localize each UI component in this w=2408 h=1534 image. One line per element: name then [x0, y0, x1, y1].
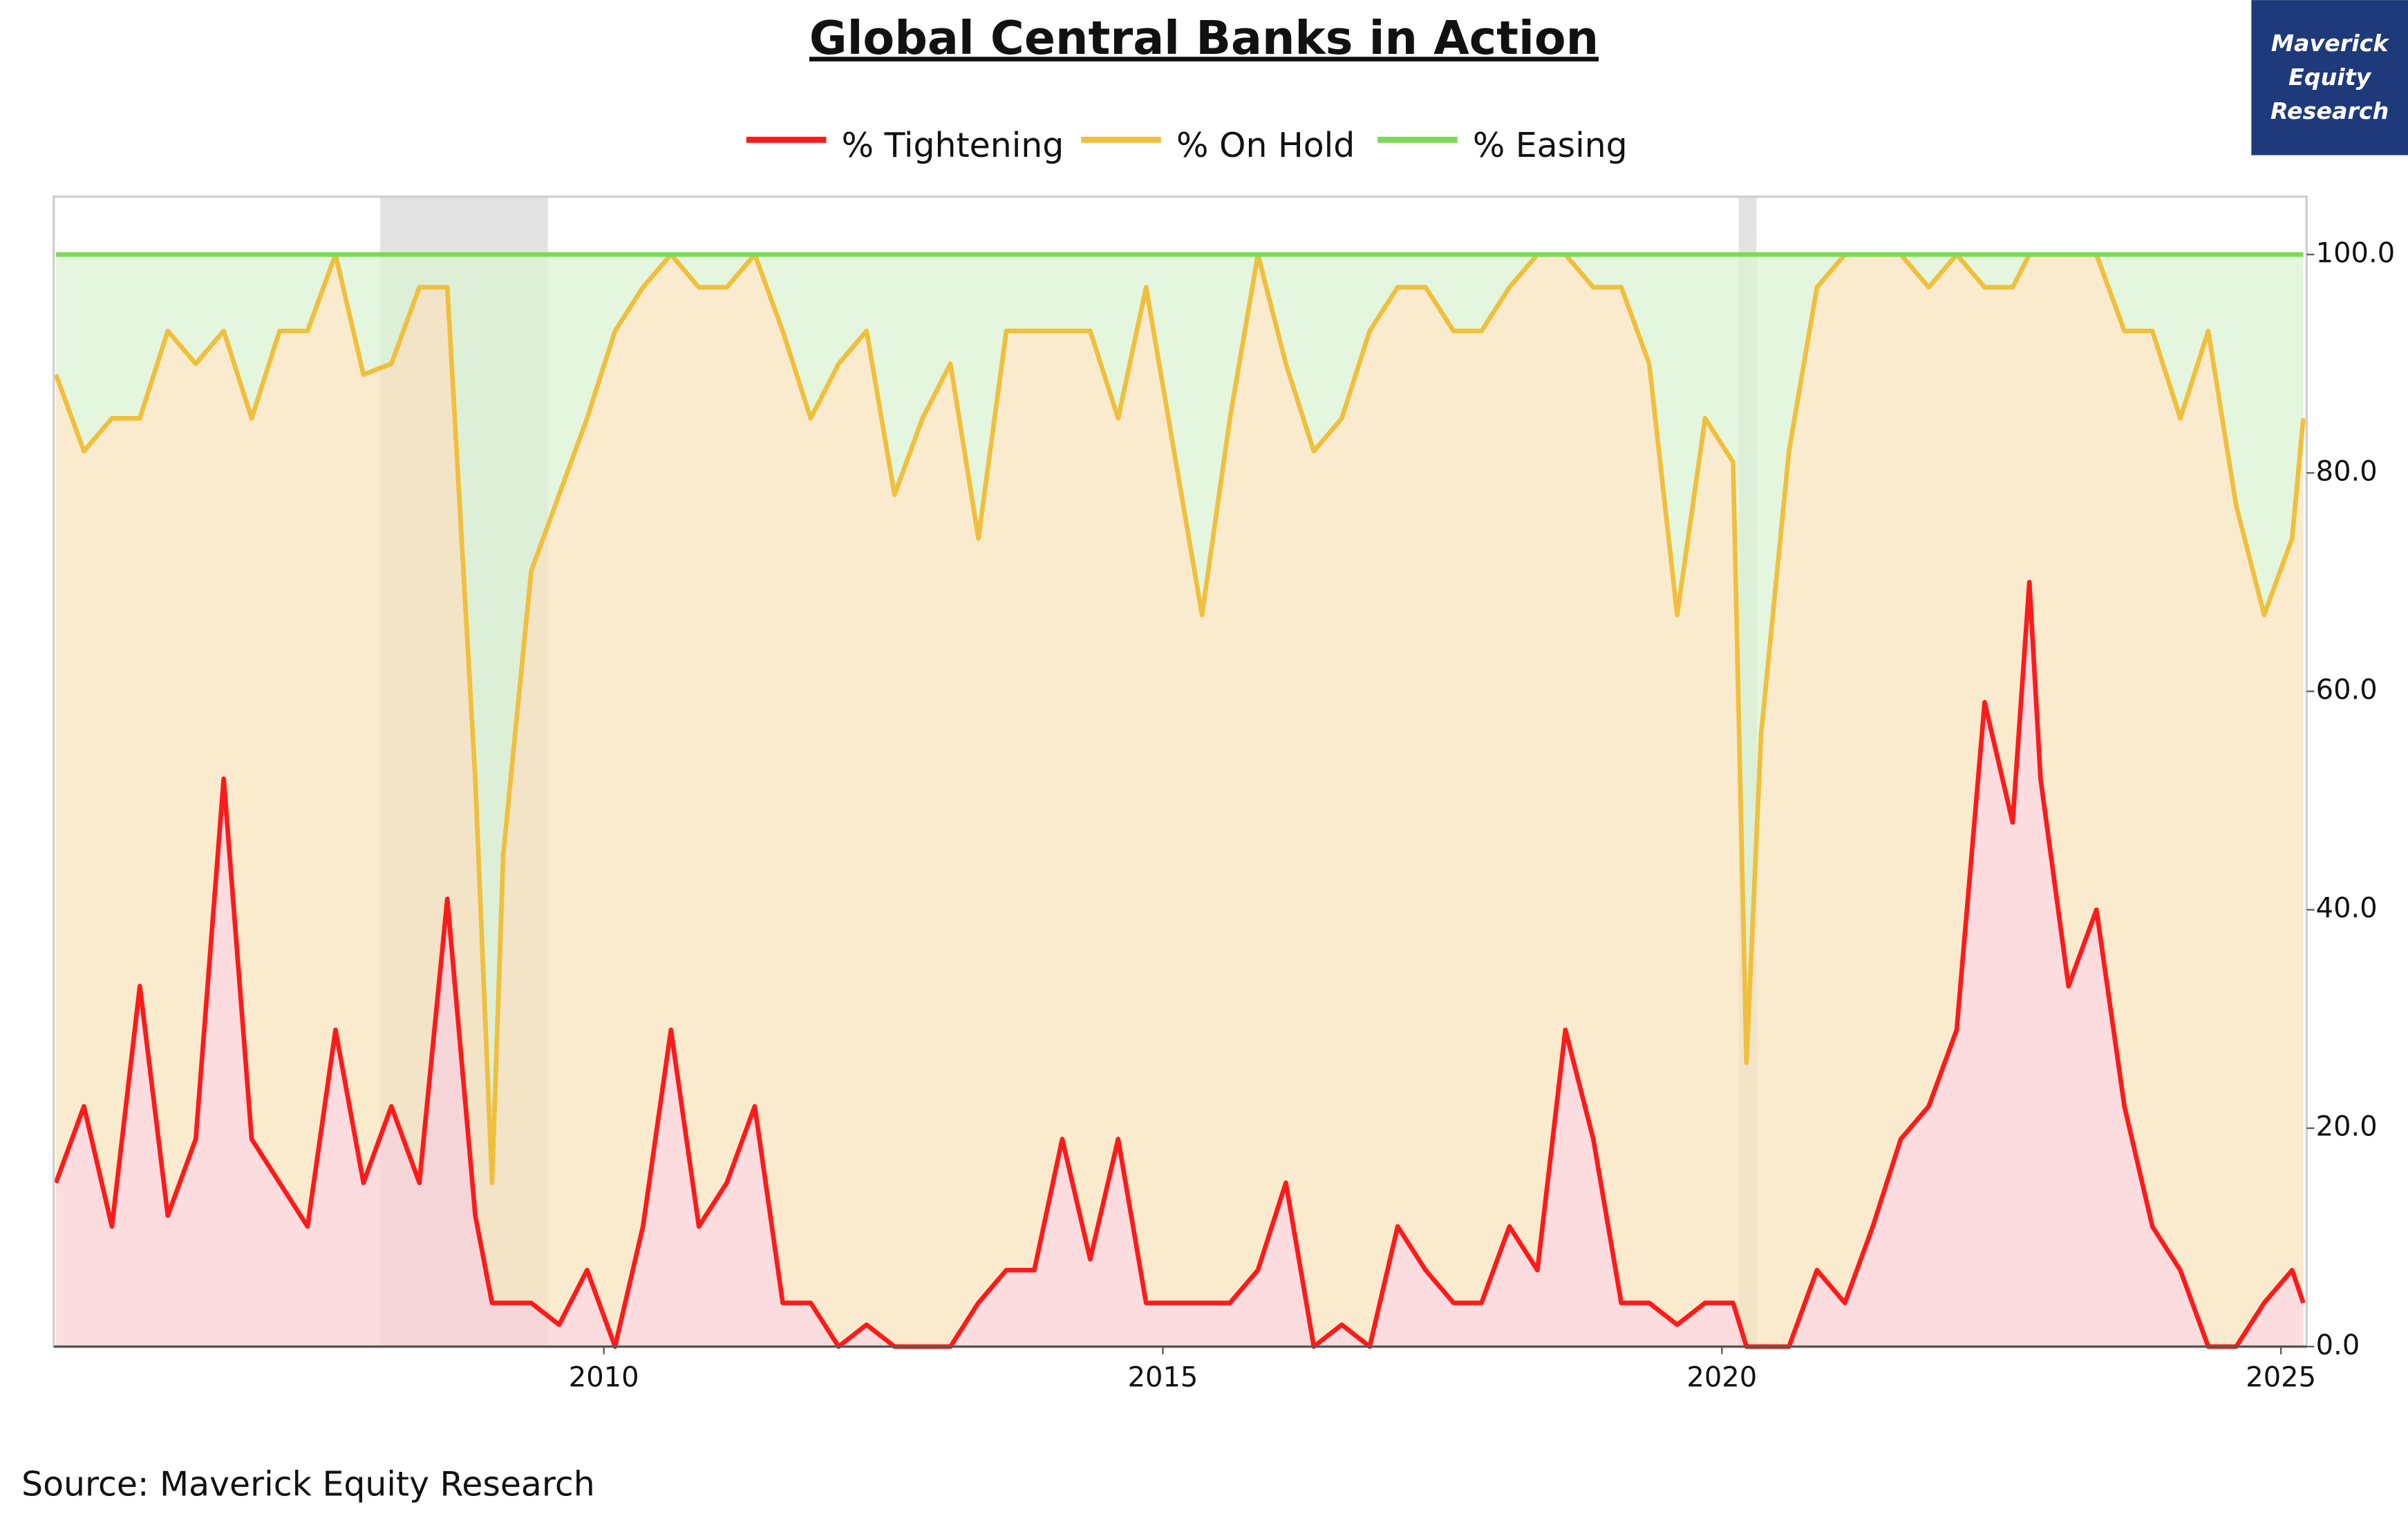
x-tick-label: 2020	[1686, 1361, 1757, 1393]
y-tick-label: 40.0	[2316, 893, 2378, 925]
brand-text: Research	[2270, 97, 2389, 124]
legend-label: % Tightening	[842, 126, 1064, 165]
y-tick-label: 20.0	[2316, 1111, 2378, 1143]
brand-text: Maverick	[2271, 30, 2390, 57]
x-tick-label: 2015	[1128, 1361, 1198, 1393]
y-tick-label: 100.0	[2316, 237, 2395, 269]
brand-text: Equity	[2288, 64, 2372, 91]
area-band	[56, 254, 2304, 1183]
x-tick-label: 2010	[569, 1361, 639, 1393]
series-line	[53, 580, 2306, 1350]
area-band	[56, 254, 2304, 1347]
y-tick-label: 80.0	[2316, 455, 2378, 487]
legend-label: % Easing	[1473, 126, 1628, 165]
y-tick-label: 60.0	[2316, 674, 2378, 706]
x-tick-label: 2025	[2246, 1361, 2316, 1393]
area-band	[56, 582, 2304, 1347]
brand-box	[2251, 0, 2408, 155]
legend-label: % On Hold	[1176, 126, 1355, 165]
chart-title: Global Central Banks in Action	[809, 11, 1599, 65]
source-note: Source: Maverick Equity Research	[21, 1464, 595, 1504]
y-tick-label: 0.0	[2316, 1329, 2360, 1361]
